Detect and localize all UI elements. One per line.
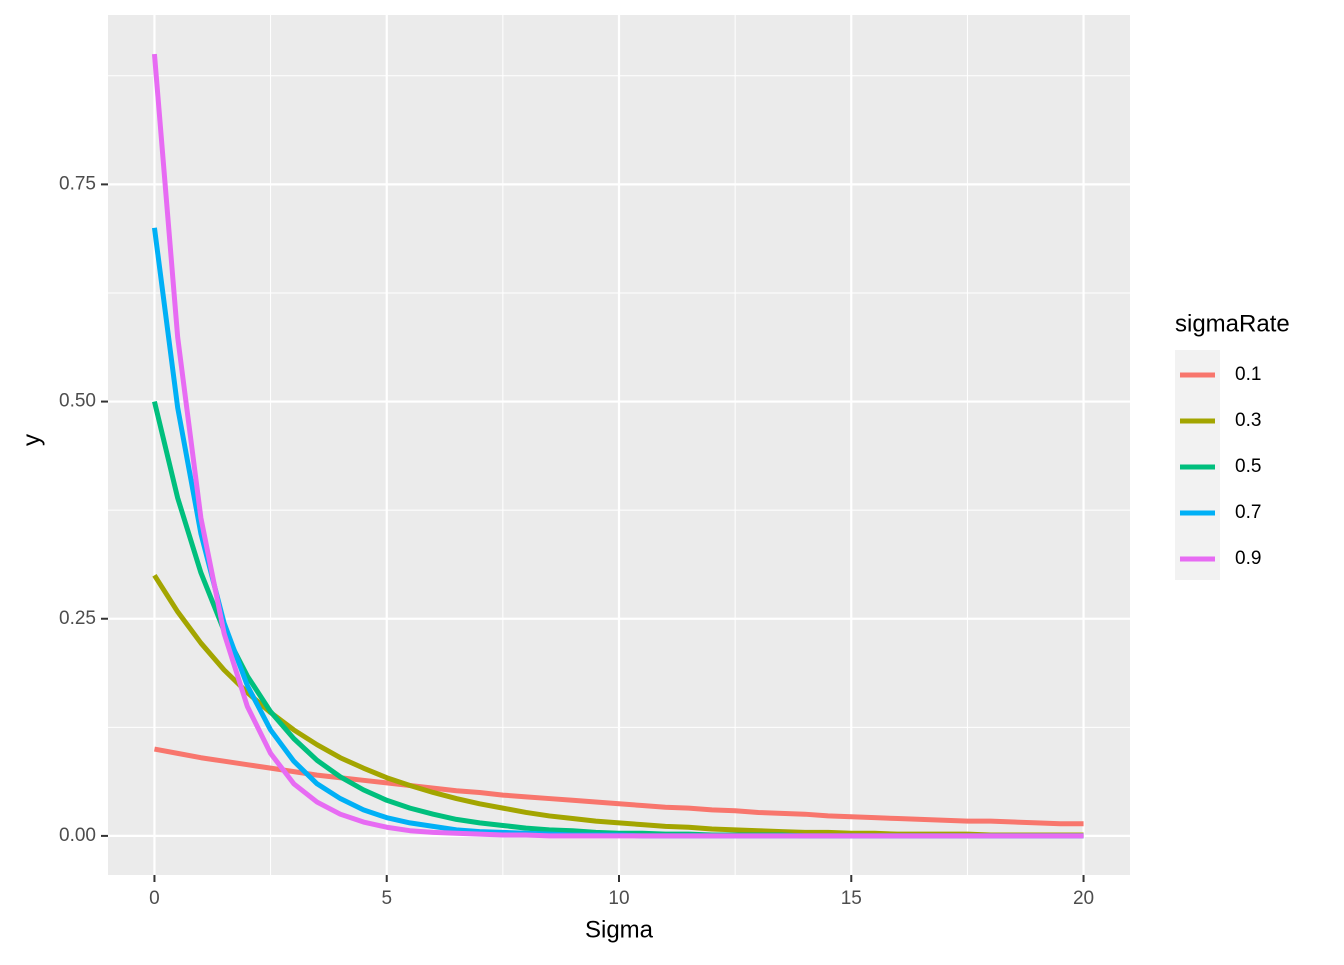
legend-label: 0.7: [1235, 502, 1261, 523]
series-line: [151, 53, 1084, 839]
y-axis-label: y: [18, 434, 45, 446]
y-tick-label: 0.75: [59, 173, 96, 194]
legend-label: 0.5: [1235, 456, 1261, 477]
y-tick-label: 0.50: [59, 391, 96, 412]
x-tick-label: 20: [1073, 888, 1094, 909]
x-tick-label: 5: [381, 888, 392, 909]
y-tick-label: 0.25: [59, 608, 96, 629]
x-tick-label: 15: [841, 888, 862, 909]
legend-label: 0.3: [1235, 410, 1261, 431]
legend-title: sigmaRate: [1175, 310, 1290, 337]
y-tick-label: 0.00: [59, 825, 96, 846]
legend-label: 0.9: [1235, 548, 1261, 569]
x-tick-label: 10: [608, 888, 629, 909]
legend-label: 0.1: [1235, 364, 1261, 385]
x-tick-label: 0: [149, 888, 160, 909]
x-axis-label: Sigma: [585, 916, 654, 943]
